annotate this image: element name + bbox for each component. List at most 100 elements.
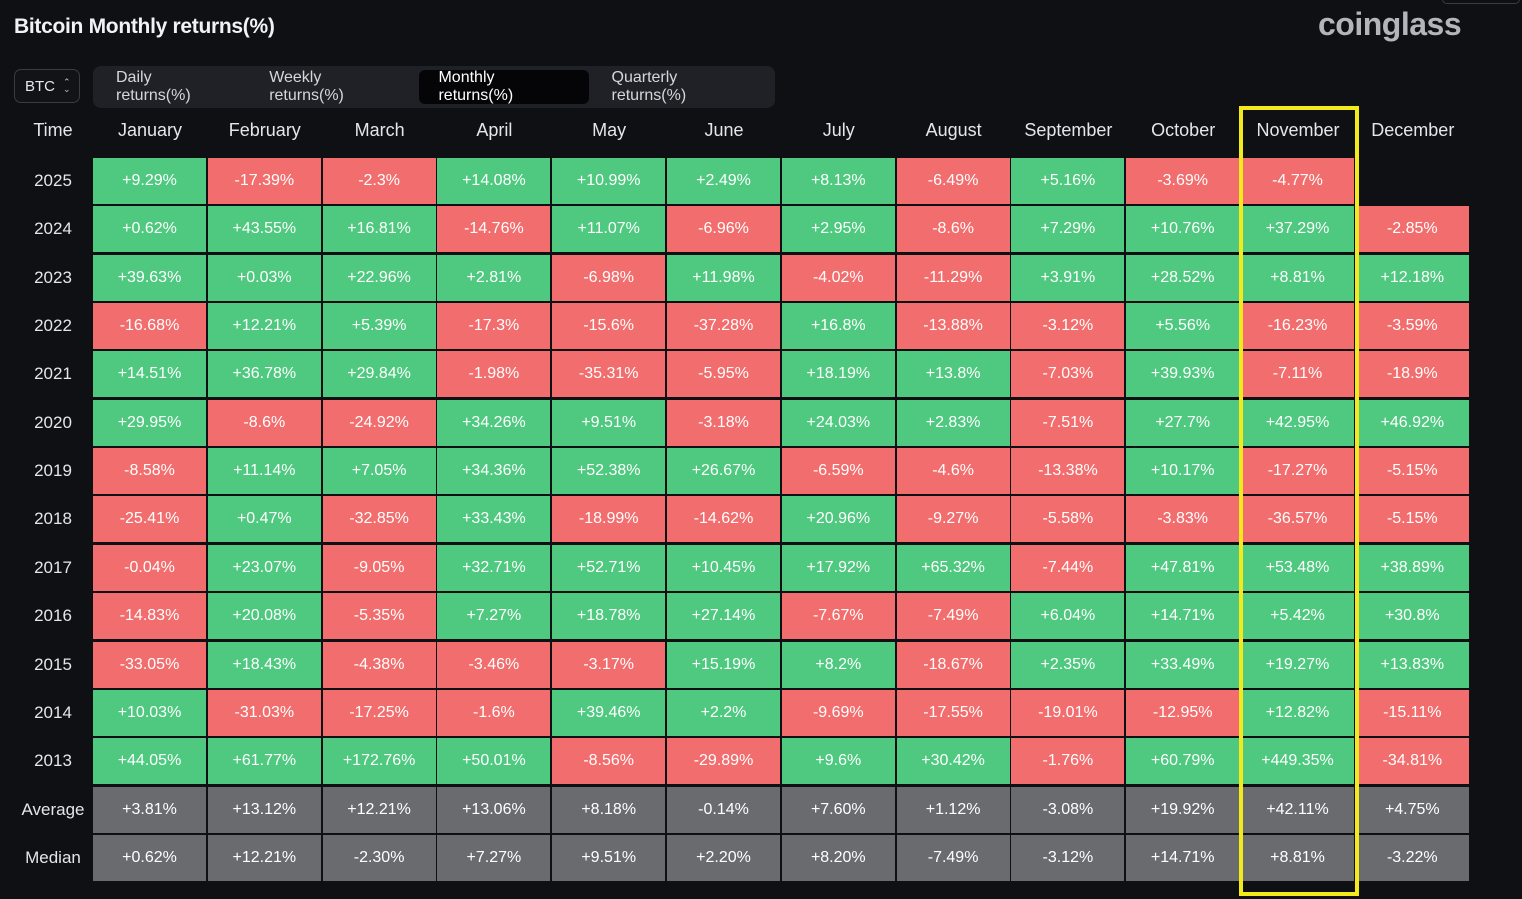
heatmap-cell-2025-june: +2.49%: [667, 158, 780, 204]
heatmap-cell-2023-july: -4.02%: [781, 254, 895, 301]
heatmap-cell-2025-may: +10.99%: [552, 158, 666, 204]
tab-quarterly-returns[interactable]: Quarterly returns(%): [611, 69, 687, 104]
heatmap-cell-median-july: +8.20%: [781, 834, 895, 881]
heatmap-cell-2015-october: +33.49%: [1126, 641, 1240, 688]
heatmap-cell-2017-march: -9.05%: [322, 544, 436, 591]
heatmap-cell-2021-march: +29.84%: [322, 351, 436, 398]
heatmap-cell-2024-october: +10.76%: [1126, 206, 1240, 253]
heatmap-cell-2023-may: -6.98%: [552, 254, 666, 301]
time-column-header: Time: [33, 120, 73, 140]
heatmap-cell-average-july: +7.60%: [781, 786, 895, 833]
page-title: Bitcoin Monthly returns(%): [14, 15, 275, 38]
tab-monthly-returns[interactable]: Monthly returns(%): [419, 69, 589, 104]
column-header-august: August: [925, 120, 982, 140]
heatmap-cell-average-february: +13.12%: [207, 786, 321, 833]
heatmap-cell-2022-february: +12.21%: [207, 303, 321, 350]
heatmap-cell-2024-february: +43.55%: [207, 206, 321, 253]
heatmap-cell-2025-april: +14.08%: [437, 158, 551, 204]
column-header-july: July: [822, 120, 855, 140]
column-header-september: September: [1024, 120, 1113, 140]
heatmap-cell-2017-april: +32.71%: [437, 544, 551, 591]
heatmap-cell-2021-june: -5.95%: [667, 351, 780, 398]
heatmap-cell-2013-january: +44.05%: [93, 738, 206, 785]
row-label-2024: 2024: [34, 219, 72, 239]
row-label-average: Average: [21, 799, 85, 819]
heatmap-cell-2016-march: -5.35%: [322, 593, 436, 640]
heatmap-cell-2019-october: +10.17%: [1126, 448, 1240, 495]
heatmap-cell-2020-march: -24.92%: [322, 399, 436, 446]
heatmap-cell-2021-july: +18.19%: [781, 351, 895, 398]
heatmap-cell-2015-may: -3.17%: [552, 641, 666, 688]
heatmap-cell-2023-august: -11.29%: [896, 254, 1010, 301]
heatmap-cell-2018-may: -18.99%: [552, 496, 666, 543]
heatmap-cell-2023-january: +39.63%: [93, 254, 206, 301]
heatmap-cell-2015-december: +13.83%: [1355, 641, 1469, 688]
heatmap-cell-2017-december: +38.89%: [1355, 544, 1469, 591]
heatmap-cell-2018-june: -14.62%: [667, 496, 780, 543]
column-header-january: January: [117, 120, 183, 140]
heatmap-cell-2024-september: +7.29%: [1011, 206, 1125, 253]
heatmap-cell-2020-april: +34.26%: [437, 399, 551, 446]
heatmap-cell-median-june: +2.20%: [667, 834, 780, 881]
heatmap-cell-2018-july: +20.96%: [781, 496, 895, 543]
heatmap-cell-2015-june: +15.19%: [667, 641, 780, 688]
heatmap-cell-2024-december: -2.85%: [1355, 206, 1469, 253]
asset-select[interactable]: BTC ⌃ ⌄: [14, 69, 80, 103]
heatmap-cell-2023-february: +0.03%: [207, 254, 321, 301]
heatmap-cell-2017-january: -0.04%: [93, 544, 206, 591]
heatmap-cell-2015-september: +2.35%: [1011, 641, 1125, 688]
heatmap-cell-2020-june: -3.18%: [667, 399, 780, 446]
heatmap-cell-2016-january: -14.83%: [93, 593, 206, 640]
heatmap-cell-2017-june: +10.45%: [667, 544, 780, 591]
heatmap-cell-2014-june: +2.2%: [667, 689, 780, 736]
column-header-october: October: [1151, 120, 1216, 140]
column-header-march: March: [354, 120, 405, 140]
heatmap-cell-2022-june: -37.28%: [667, 303, 780, 350]
heatmap-cell-average-june: -0.14%: [667, 786, 780, 833]
heatmap-cell-median-february: +12.21%: [207, 834, 321, 881]
heatmap-cell-2013-august: +30.42%: [896, 738, 1010, 785]
heatmap-cell-2013-july: +9.6%: [781, 738, 895, 785]
heatmap-cell-2019-march: +7.05%: [322, 448, 436, 495]
heatmap-cell-2023-march: +22.96%: [322, 254, 436, 301]
heatmap-cell-2018-october: -3.83%: [1126, 496, 1240, 543]
row-label-2025: 2025: [34, 171, 72, 190]
heatmap-cell-2017-september: -7.44%: [1011, 544, 1125, 591]
heatmap-cell-2025-march: -2.3%: [322, 158, 436, 204]
heatmap-cell-2014-august: -17.55%: [896, 689, 1010, 736]
heatmap-cell-2015-february: +18.43%: [207, 641, 321, 688]
heatmap-cell-2013-february: +61.77%: [207, 738, 321, 785]
row-label-2020: 2020: [34, 412, 72, 432]
heatmap-cell-median-april: +7.27%: [437, 834, 551, 881]
heatmap-cell-2015-march: -4.38%: [322, 641, 436, 688]
brand-logo: coinglass: [1318, 6, 1462, 42]
heatmap-cell-2016-august: -7.49%: [896, 593, 1010, 640]
heatmap-cell-median-august: -7.49%: [896, 834, 1010, 881]
heatmap-cell-2016-june: +27.14%: [667, 593, 780, 640]
heatmap-cell-average-august: +1.12%: [896, 786, 1010, 833]
heatmap-cell-2021-january: +14.51%: [93, 351, 206, 398]
tab-daily-returns[interactable]: Daily returns(%): [116, 69, 191, 104]
heatmap-cell-median-october: +14.71%: [1126, 834, 1240, 881]
heatmap-cell-2025-september: +5.16%: [1011, 158, 1125, 204]
heatmap-cell-2023-october: +28.52%: [1126, 254, 1240, 301]
heatmap-cell-2013-october: +60.79%: [1126, 738, 1240, 785]
heatmap-cell-2014-march: -17.25%: [322, 689, 436, 736]
heatmap-cell-2024-may: +11.07%: [552, 206, 666, 253]
tab-weekly-returns[interactable]: Weekly returns(%): [269, 69, 344, 104]
row-label-2014: 2014: [34, 702, 72, 722]
heatmap-cell-2017-october: +47.81%: [1126, 544, 1240, 591]
heatmap-cell-average-november: +42.11%: [1241, 786, 1354, 833]
returns-period-tabs: Daily returns(%) Weekly returns(%) Month…: [93, 66, 775, 108]
column-header-february: February: [228, 120, 301, 140]
heatmap-cell-2019-january: -8.58%: [93, 448, 206, 495]
heatmap-cell-2018-february: +0.47%: [207, 496, 321, 543]
heatmap-cell-2017-november: +53.48%: [1241, 544, 1354, 591]
heatmap-cell-2014-november: +12.82%: [1241, 689, 1354, 736]
heatmap-cell-2022-december: -3.59%: [1355, 303, 1469, 350]
heatmap-cell-2019-april: +34.36%: [437, 448, 551, 495]
heatmap-cell-2018-november: -36.57%: [1241, 496, 1354, 543]
heatmap-cell-2025-october: -3.69%: [1126, 158, 1240, 204]
row-label-2019: 2019: [34, 461, 72, 481]
column-header-november: November: [1256, 120, 1340, 140]
